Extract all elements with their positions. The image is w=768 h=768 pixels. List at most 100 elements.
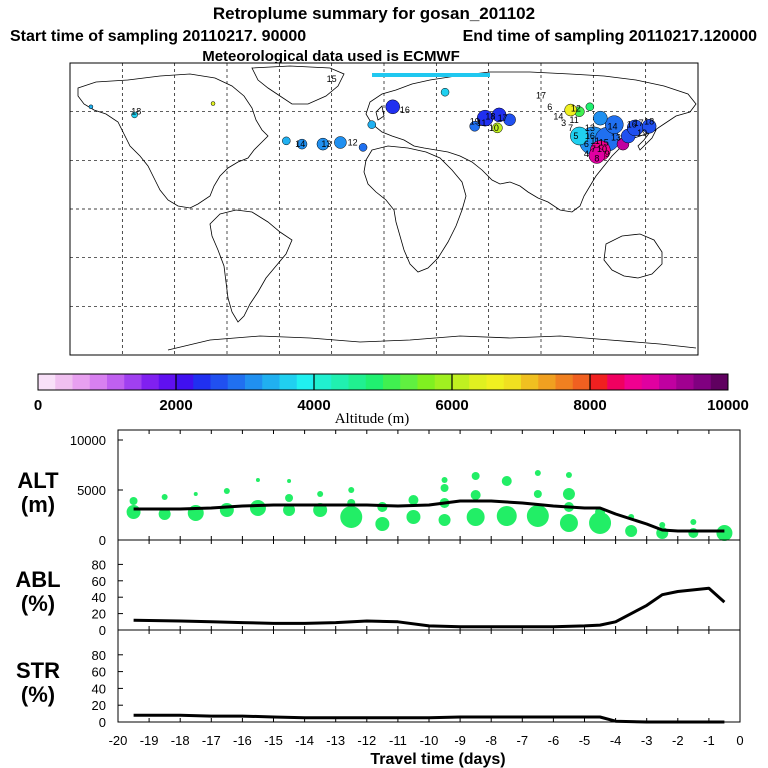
altitude-point <box>559 514 578 532</box>
plume-markers <box>88 87 657 164</box>
colorbar-cell <box>193 374 211 390</box>
plume-age-label: 11 <box>590 136 599 146</box>
colorbar-cell <box>624 374 643 390</box>
colorbar-cell <box>417 374 436 390</box>
plume-age-label: 7 <box>568 123 573 133</box>
altitude-point <box>562 488 575 500</box>
y-tick-label: 60 <box>92 665 106 680</box>
plume-bubble <box>334 136 347 149</box>
x-tick-label: -2 <box>672 733 684 748</box>
y-tick-label: 0 <box>99 533 106 548</box>
colorbar-cell <box>693 374 712 390</box>
plume-age-label: 6 <box>584 139 589 149</box>
plume-bubble <box>358 143 368 152</box>
plume-bubble <box>440 87 450 97</box>
x-tick-label: -11 <box>389 733 407 748</box>
plume-bubble <box>503 113 516 127</box>
altitude-point <box>340 506 363 528</box>
altitude-point <box>625 525 638 537</box>
colorbar-cell <box>89 374 108 390</box>
coast-antarctica <box>167 335 697 351</box>
colorbar-cell <box>572 374 591 390</box>
plume-age-label: 16 <box>585 131 595 141</box>
plume-age-label: 17 <box>536 90 546 100</box>
map-grid <box>70 63 698 355</box>
x-tick-label: -19 <box>140 733 159 748</box>
altitude-point <box>408 495 419 505</box>
altitude-point <box>565 472 572 478</box>
y-tick-label: 60 <box>92 574 106 589</box>
plume-bubble <box>385 99 400 115</box>
coast-greenland <box>251 65 345 105</box>
plume-bubble <box>593 110 608 126</box>
colorbar-cell <box>210 374 229 390</box>
colorbar-cell <box>262 374 280 390</box>
plume-age-label: 5 <box>573 131 578 141</box>
plume-age-label: 13 <box>611 133 621 143</box>
plume-bubble <box>570 126 589 146</box>
figure-title: Retroplume summary for gosan_201102 <box>213 4 535 23</box>
altitude-point <box>533 490 542 498</box>
x-tick-label: -17 <box>202 733 221 748</box>
altitude-point <box>496 506 517 526</box>
y-tick-label: 0 <box>99 715 106 730</box>
x-tick-label: -15 <box>264 733 283 748</box>
colorbar-cell <box>434 374 453 390</box>
y-tick-label: 40 <box>92 681 106 696</box>
x-tick-label: 0 <box>736 733 743 748</box>
colorbar-cell <box>607 374 625 390</box>
altitude-point <box>470 490 481 500</box>
plume-age-label: 8 <box>594 154 599 164</box>
series-line <box>133 499 725 533</box>
plume-bubble <box>469 121 480 132</box>
colorbar-cell <box>710 374 729 390</box>
coast-africa <box>363 145 467 273</box>
x-tick-label: -14 <box>295 733 314 748</box>
x-tick-label: -7 <box>517 733 529 748</box>
plume-bubble <box>210 101 216 106</box>
altitude-point <box>161 494 168 500</box>
colorbar-label: Altitude (m) <box>335 411 410 427</box>
colorbar-cell <box>452 374 470 390</box>
plume-bubble <box>564 103 577 117</box>
altitude-point <box>690 519 697 525</box>
plume-age-label: 19 <box>470 116 480 126</box>
x-tick-label: -4 <box>610 733 622 748</box>
plume-bubble <box>585 102 595 112</box>
colorbar-cell <box>296 374 315 390</box>
colorbar-cells <box>38 374 729 390</box>
plume-age-label: 15 <box>599 137 609 147</box>
colorbar-tick-label: 8000 <box>573 397 606 414</box>
colorbar-cell <box>383 374 401 390</box>
colorbar-cell <box>676 374 694 390</box>
altitude-point <box>526 505 549 527</box>
series-line <box>133 586 726 629</box>
colorbar-cell <box>659 374 677 390</box>
colorbar-cell <box>365 374 384 390</box>
colorbar-cell <box>521 374 539 390</box>
plume-age-label: 4 <box>584 149 589 159</box>
altitude-point <box>471 472 480 480</box>
x-tick-label: -18 <box>171 733 190 748</box>
panel-ylabel-top: STR <box>16 658 60 683</box>
altitude-colorbar: 0 2000 4000 6000 8000 10000 Altitude (m) <box>34 373 749 427</box>
colorbar-cell <box>348 374 367 390</box>
y-tick-label: 20 <box>92 698 106 713</box>
colorbar-cell <box>486 374 505 390</box>
plume-age-label: 7 <box>591 144 596 154</box>
colorbar-tick-label: 2000 <box>159 397 192 414</box>
altitude-point <box>219 503 234 517</box>
colorbar-tick-label: 0 <box>34 397 42 414</box>
panel-ylabel-bottom: (%) <box>21 682 55 707</box>
panel-alt: 10000 5000 0 ALT(m) <box>17 429 741 548</box>
panel-ylabel-top: ABL <box>15 567 60 592</box>
colorbar-cell <box>38 374 56 390</box>
colorbar-tick-label: 6000 <box>435 397 468 414</box>
met-data-label: Meteorological data used is ECMWF <box>202 48 460 65</box>
x-tick-label: -1 <box>703 733 715 748</box>
plume-age-label: 18 <box>131 107 141 117</box>
plume-age-label: 17 <box>634 118 644 128</box>
plume-bubble <box>296 138 308 150</box>
colorbar-cell <box>314 374 332 390</box>
